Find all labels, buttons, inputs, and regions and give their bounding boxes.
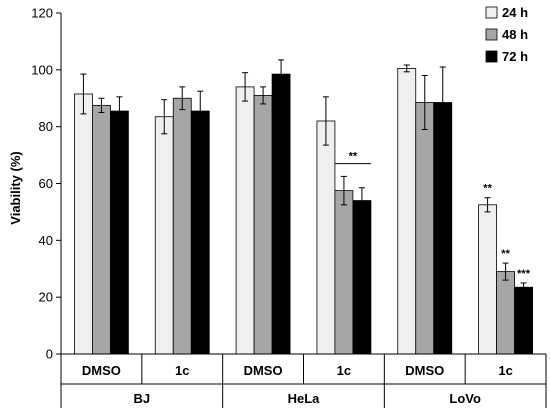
bar [397,68,417,355]
bar [271,73,291,355]
category-label: DMSO [405,363,444,378]
y-tick-label: 40 [39,233,53,248]
bar [154,116,174,355]
legend-swatch [485,6,498,19]
y-tick-label: 60 [39,176,53,191]
legend-swatch [485,50,498,63]
bar [433,102,453,355]
y-tick-label: 120 [31,6,53,21]
significance-label: ** [483,183,492,195]
category-label: 1c [498,363,512,378]
legend-label: 72 h [502,49,528,64]
group-label: BJ [134,391,151,406]
category-label: 1c [175,363,189,378]
significance-label: ** [501,248,510,260]
bar [415,102,435,355]
bar [478,204,497,355]
bar [352,200,372,355]
bar [190,110,210,355]
bar [514,286,533,355]
legend-swatch [485,28,498,41]
bar [253,95,273,355]
bar [74,93,93,355]
bar [316,120,336,355]
significance-label: ** [349,151,358,163]
group-label: LoVo [449,391,481,406]
bar [110,110,129,355]
legend-label: 48 h [502,27,528,42]
bar [334,190,354,355]
legend-label: 24 h [502,5,528,20]
significance-label: *** [517,268,531,280]
y-tick-label: 100 [31,62,53,77]
y-axis-label: Viability (%) [8,151,23,224]
bar [172,97,192,355]
category-label: DMSO [244,363,283,378]
group-label: HeLa [288,391,321,406]
bar [496,271,515,355]
category-label: 1c [337,363,351,378]
legend: 24 h 48 h 72 h [485,5,528,64]
y-tick-label: 20 [39,290,53,305]
y-tick-label: 0 [46,347,53,362]
category-label: DMSO [82,363,121,378]
y-tick-label: 80 [39,119,53,134]
bar [235,86,255,355]
bar [92,104,111,355]
